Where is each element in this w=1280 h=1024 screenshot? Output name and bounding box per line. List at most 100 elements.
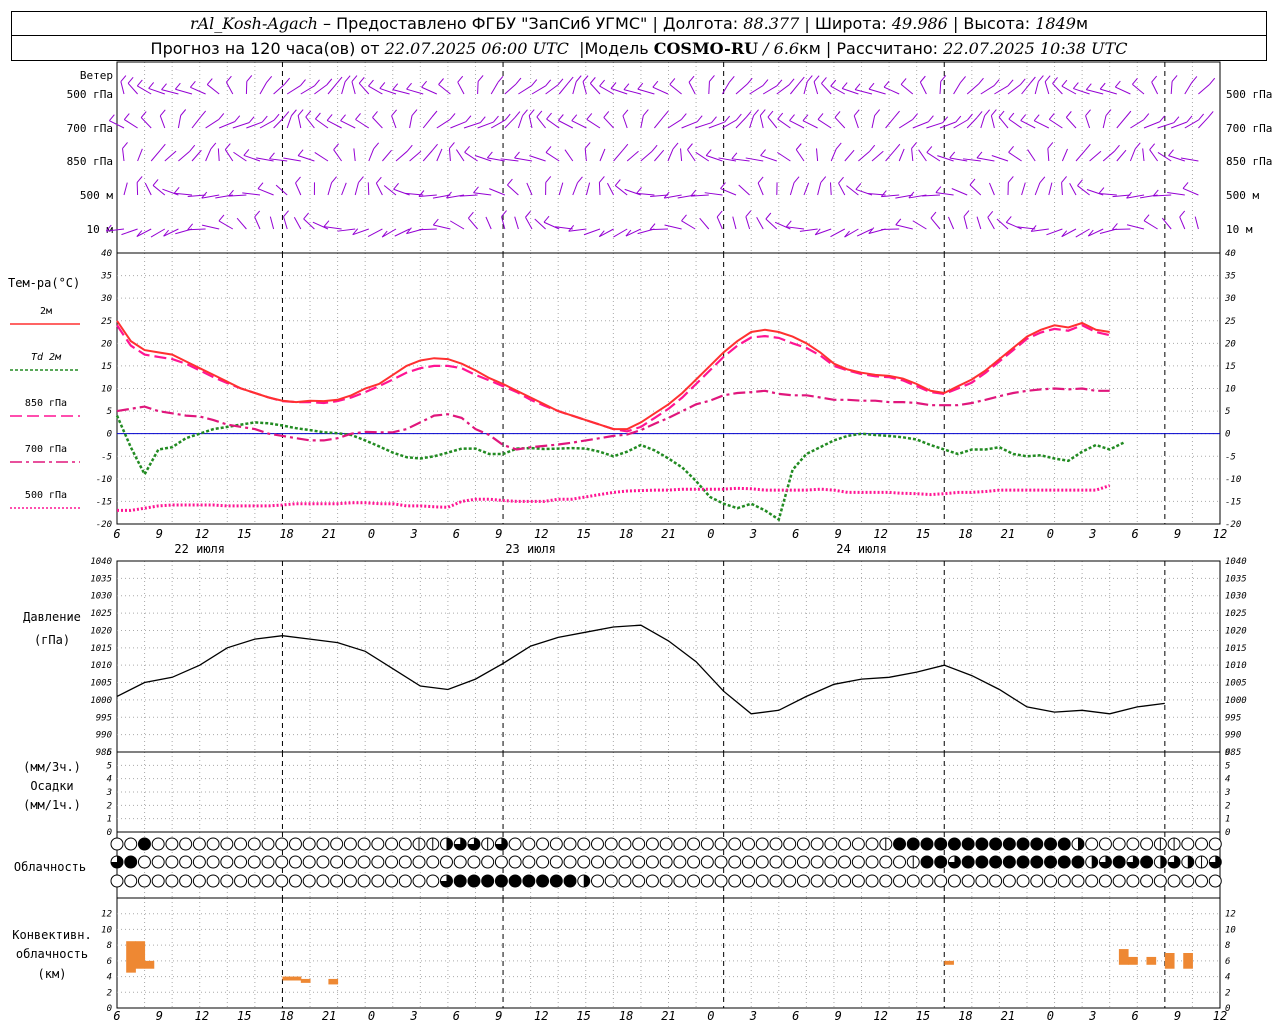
press-tick-right: 985: [1225, 748, 1241, 758]
cloud-circle: [810, 855, 824, 869]
cloud-circle: [247, 837, 261, 851]
wind-barb-flag: [379, 82, 386, 89]
wind-barb-flag: [868, 82, 875, 90]
wind-barb: [582, 81, 587, 95]
cloud-cell: [755, 855, 769, 869]
cloud-circle: [796, 837, 810, 851]
wind-barb-flag: [411, 109, 418, 116]
wind-barb: [1088, 228, 1104, 237]
wind-barb-flag: [1020, 114, 1027, 121]
conv-x-tick: 0: [1047, 1009, 1054, 1023]
wind-barb: [1077, 185, 1090, 196]
cloud-circle: [1208, 874, 1222, 888]
cloud-cell: [590, 874, 604, 888]
wind-barb-flag: [1179, 210, 1186, 218]
wind-barb-flag: [642, 109, 649, 116]
wind-barb: [912, 121, 929, 129]
cloud-circle: [398, 837, 412, 851]
wind-barb: [988, 182, 995, 196]
wind-barb: [966, 117, 978, 129]
press-unit: (гПа): [34, 633, 70, 647]
lower-frame: [116, 560, 1221, 1009]
precip-tick-left: 3: [106, 788, 112, 798]
cloud-cell: [179, 837, 193, 851]
wind-barb: [159, 115, 166, 129]
conv-x-tick: 12: [195, 1009, 209, 1023]
wind-barb: [162, 188, 179, 196]
temp-x-tick: 12: [195, 527, 209, 541]
cloud-three-quarter: [495, 838, 508, 850]
wind-barb: [368, 85, 383, 95]
cloud-full: [564, 875, 577, 887]
wind-barb-flag: [406, 144, 413, 152]
conv-tick-right: 12: [1225, 910, 1236, 920]
cloud-full: [481, 875, 494, 887]
wind-barb-flag: [543, 215, 550, 223]
wind-barb: [1116, 116, 1127, 129]
wind-barb: [293, 216, 302, 230]
cloud-cell: [357, 855, 371, 869]
cloud-cell: [879, 855, 893, 869]
wind-barb-flag: [567, 76, 574, 84]
wind-barb-flag: [1048, 113, 1055, 120]
wind-barb: [572, 81, 577, 95]
wind-barb-flag: [284, 77, 291, 85]
wind-barb: [174, 192, 193, 196]
wind-barb: [939, 121, 957, 129]
wind-barb-flag: [297, 109, 304, 116]
wind-barb: [379, 87, 397, 95]
cloud-full: [536, 875, 549, 887]
wind-barb: [123, 182, 128, 196]
wind-barb-flag: [326, 114, 333, 121]
cloud-circle: [838, 874, 852, 888]
wind-barb-flag: [716, 210, 723, 218]
upper-frame: [116, 61, 1221, 525]
wind-barb: [613, 149, 624, 162]
cloud-circle: [124, 874, 138, 888]
conv-bar: [135, 941, 146, 969]
wind-barb-flag: [372, 111, 378, 118]
wind-barb: [599, 148, 606, 162]
wind-barb-flag: [1037, 75, 1044, 82]
wind-barb-flag: [486, 151, 493, 159]
wind-barb-flag: [1052, 77, 1058, 84]
conv-x-tick: 9: [156, 1009, 163, 1023]
wind-barb-flag: [210, 142, 217, 150]
day-label: 23 июля: [505, 542, 556, 556]
conv-x-tick: 0: [368, 1009, 375, 1023]
wind-barb-flag: [883, 80, 890, 88]
precip-tick-left: 4: [107, 775, 112, 785]
cloud-full: [138, 838, 151, 850]
cloud-cell: [742, 855, 756, 869]
wind-barb: [830, 148, 837, 162]
temp-x-tick: 18: [619, 527, 633, 541]
wind-barb-flag: [963, 210, 970, 217]
cloud-circle: [714, 837, 728, 851]
wind-barb: [406, 88, 424, 95]
wind-barb: [273, 117, 285, 129]
wind-barb-flag: [438, 78, 444, 85]
cloud-cell: [961, 855, 975, 869]
wind-barb-flag: [528, 109, 535, 116]
cloud-circle: [522, 855, 536, 869]
cloud-circle: [687, 874, 701, 888]
wind-barb-flag: [577, 176, 583, 184]
wind-barb-flag: [735, 113, 742, 121]
cloud-cell: [412, 874, 426, 888]
cloud-circle: [165, 874, 179, 888]
cloud-cell: [453, 855, 467, 869]
wind-barb: [652, 86, 669, 95]
conv-x-tick: 15: [576, 1009, 590, 1023]
wind-barb-flag: [984, 109, 991, 117]
wind-barb: [175, 88, 193, 95]
press-tick-left: 1005: [90, 679, 112, 689]
wind-barb-flag: [1044, 75, 1051, 82]
wind-level-label: 500 м: [80, 189, 113, 202]
press-tick-right: 1025: [1225, 609, 1247, 619]
wind-barb: [354, 182, 359, 196]
cloud-cell: [920, 837, 934, 851]
wind-barb: [1157, 152, 1172, 162]
cloud-cell: [206, 855, 220, 869]
cloud-cell: [1208, 837, 1222, 851]
cloud-circle: [865, 855, 879, 869]
